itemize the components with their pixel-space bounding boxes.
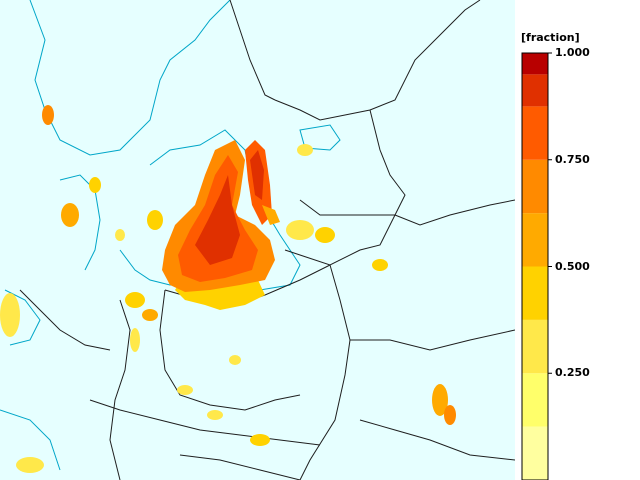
color-scale-bar [521, 52, 552, 480]
legend-panel: [fraction] 0.250 0.500 0.750 1.000 [515, 0, 640, 480]
color-band-8 [522, 53, 548, 75]
legend-tick-label: 1.000 [555, 46, 590, 59]
coastlines [0, 0, 341, 471]
high-fraction-plume [162, 140, 280, 310]
legend-title: [fraction] [521, 31, 580, 44]
color-band-6 [522, 106, 548, 160]
map-panel [0, 0, 515, 480]
color-band-4 [522, 213, 548, 267]
legend-tick-label: 0.500 [555, 259, 590, 273]
color-band-0 [522, 426, 548, 480]
color-band-7 [522, 74, 548, 107]
color-band-1 [522, 373, 548, 427]
color-band-3 [522, 266, 548, 320]
legend-tick-label: 0.750 [555, 152, 590, 166]
scattered-patches [0, 105, 456, 473]
color-band-2 [522, 319, 548, 374]
legend-tick-label: 0.250 [555, 366, 590, 380]
color-band-5 [522, 159, 548, 214]
